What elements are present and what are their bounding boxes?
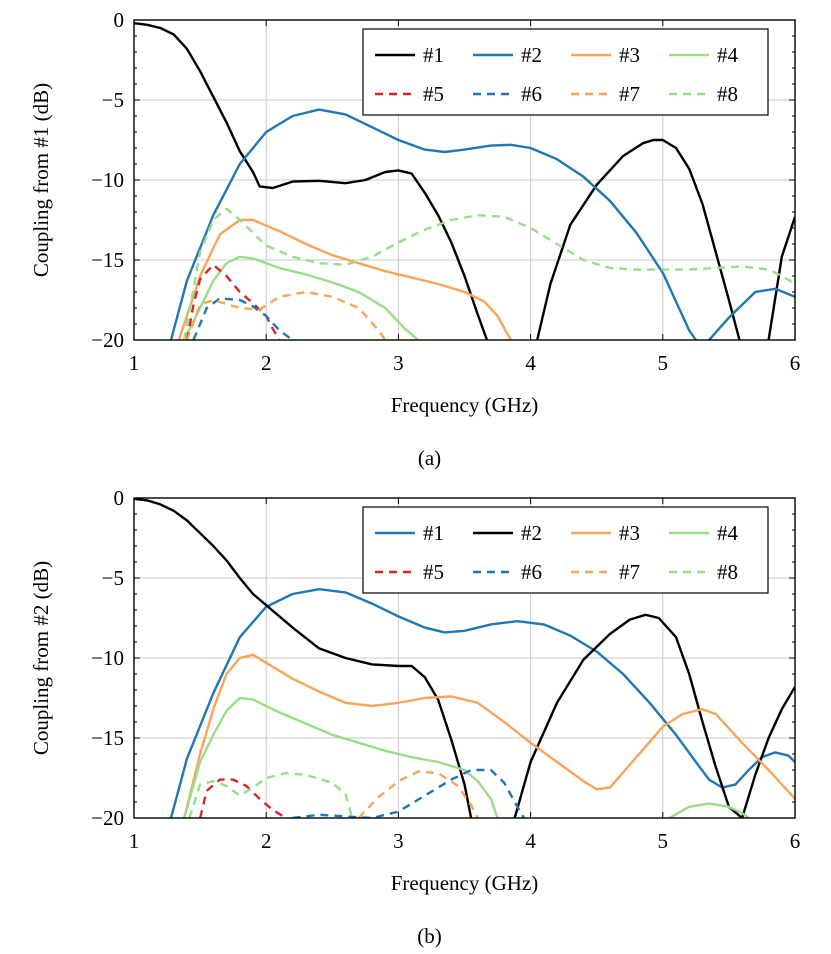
legend-label: #7 xyxy=(619,560,640,584)
x-tick-label: 3 xyxy=(393,829,404,853)
legend: #1 #2 #3 #4 #5 #6 #7 #8 xyxy=(362,506,769,594)
series-line-n2 xyxy=(169,108,697,340)
legend-label: #8 xyxy=(717,560,738,584)
series-line-n8 xyxy=(188,772,354,818)
legend-label: #2 xyxy=(521,43,542,67)
plot-frame xyxy=(133,19,796,341)
y-axis-label: Coupling from #1 (dB) xyxy=(29,83,53,277)
panel-caption: (a) xyxy=(418,446,441,470)
x-tick-label: 4 xyxy=(525,829,536,853)
plot-frame xyxy=(133,497,796,819)
y-axis-label: Coupling from #2 (dB) xyxy=(29,561,53,755)
x-tick-label: 1 xyxy=(129,351,140,375)
y-tick-label: −10 xyxy=(91,168,124,192)
series-line-n4 xyxy=(183,696,499,818)
y-tick-label: −15 xyxy=(91,248,124,272)
y-tick-label: −5 xyxy=(102,88,124,112)
y-tick-label: −10 xyxy=(91,646,124,670)
x-tick-label: 4 xyxy=(525,351,536,375)
x-tick-label: 2 xyxy=(261,351,272,375)
series-line-n6 xyxy=(292,768,526,818)
legend: #1 #2 #3 #4 #5 #6 #7 #8 xyxy=(362,28,769,116)
legend-label: #5 xyxy=(423,82,444,106)
series-line-n4 xyxy=(183,255,419,340)
series-line-n2 xyxy=(708,287,795,340)
legend-label: #2 xyxy=(521,521,542,545)
legend-label: #6 xyxy=(521,82,542,106)
legend-label: #4 xyxy=(717,43,739,67)
y-tick-label: −20 xyxy=(91,328,124,352)
series-line-n1 xyxy=(767,216,795,340)
x-tick-label: 3 xyxy=(393,351,404,375)
y-tick-label: −15 xyxy=(91,726,124,750)
series-line-n7 xyxy=(185,290,387,340)
y-tick-label: 0 xyxy=(114,486,125,510)
legend-label: #3 xyxy=(619,521,640,545)
chart-panel-b: 1 2 3 4 5 6 0 −5 −10 −15 −20 Frequency (GHz) Couplin… xyxy=(29,486,800,948)
legend-label: #7 xyxy=(619,82,640,106)
y-tick-label: −20 xyxy=(91,806,124,830)
legend-label: #5 xyxy=(423,560,444,584)
series-group xyxy=(134,22,795,340)
panel-caption: (b) xyxy=(417,924,442,948)
x-tick-label: 1 xyxy=(129,829,140,853)
legend-label: #3 xyxy=(619,43,640,67)
legend-label: #1 xyxy=(423,43,444,67)
series-line-n1 xyxy=(536,138,741,340)
legend-box xyxy=(362,28,769,116)
series-line-n2 xyxy=(134,498,473,818)
x-axis-label: Frequency (GHz) xyxy=(391,393,539,417)
series-line-n5 xyxy=(198,778,287,818)
series-line-n3 xyxy=(183,653,795,818)
chart-panel-a: 1 2 3 4 5 6 0 −5 −10 −15 −20 Frequency (GHz) Couplin… xyxy=(29,8,800,470)
legend-label: #4 xyxy=(717,521,739,545)
legend-label: #6 xyxy=(521,560,542,584)
x-tick-label: 5 xyxy=(658,829,669,853)
x-tick-label: 2 xyxy=(261,829,272,853)
legend-label: #8 xyxy=(717,82,738,106)
series-line-n4 xyxy=(668,802,750,818)
series-line-n3 xyxy=(177,218,512,340)
x-tick-label: 5 xyxy=(658,351,669,375)
y-tick-label: 0 xyxy=(114,8,125,32)
series-line-n7 xyxy=(357,770,479,818)
x-axis-label: Frequency (GHz) xyxy=(391,871,539,895)
series-line-n6 xyxy=(192,297,294,340)
x-tick-label: 6 xyxy=(790,351,801,375)
series-line-n2 xyxy=(513,613,795,818)
legend-box xyxy=(362,506,769,594)
x-tick-label: 6 xyxy=(790,829,801,853)
y-tick-label: −5 xyxy=(102,566,124,590)
series-line-n5 xyxy=(185,263,281,340)
series-group xyxy=(134,498,795,818)
series-line-n8 xyxy=(183,207,795,340)
series-line-n1 xyxy=(134,22,489,340)
series-line-n1 xyxy=(169,588,795,818)
legend-label: #1 xyxy=(423,521,444,545)
